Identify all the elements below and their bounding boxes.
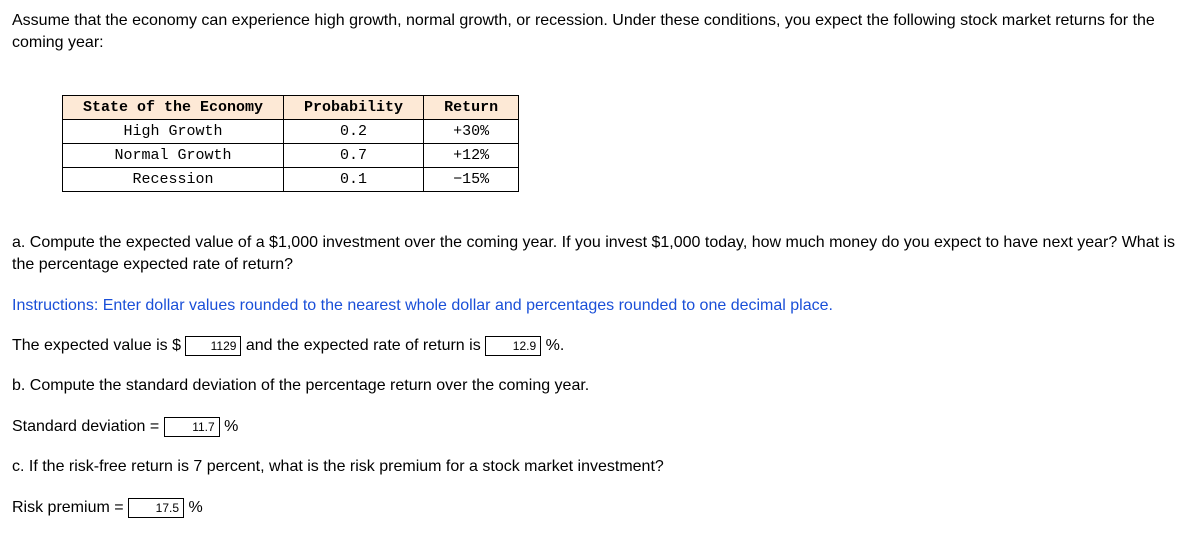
question-c: c. If the risk-free return is 7 percent,… — [12, 456, 1188, 478]
cell-prob: 0.2 — [284, 119, 424, 143]
expected-value-input[interactable]: 1129 — [185, 336, 241, 356]
cell-return: +30% — [424, 119, 519, 143]
answer-b-pre: Standard deviation = — [12, 418, 164, 435]
instructions-label: Instructions: — [12, 297, 98, 314]
cell-prob: 0.1 — [284, 167, 424, 191]
answer-c-post: % — [184, 499, 203, 516]
table-header-row: State of the Economy Probability Return — [63, 95, 519, 119]
answer-b-post: % — [220, 418, 239, 435]
returns-table: State of the Economy Probability Return … — [62, 95, 519, 192]
question-a: a. Compute the expected value of a $1,00… — [12, 232, 1188, 277]
std-dev-input[interactable]: 11.7 — [164, 417, 220, 437]
col-header-state: State of the Economy — [63, 95, 284, 119]
answer-a-mid: and the expected rate of return is — [241, 337, 485, 354]
answer-b-line: Standard deviation = 11.7 % — [12, 416, 1188, 438]
answer-a-pre1: The expected value is $ — [12, 337, 185, 354]
cell-state: Normal Growth — [63, 143, 284, 167]
risk-premium-input[interactable]: 17.5 — [128, 498, 184, 518]
cell-return: +12% — [424, 143, 519, 167]
col-header-return: Return — [424, 95, 519, 119]
expected-return-input[interactable]: 12.9 — [485, 336, 541, 356]
instructions: Instructions: Enter dollar values rounde… — [12, 295, 1188, 317]
answer-c-line: Risk premium = 17.5 % — [12, 497, 1188, 519]
cell-state: High Growth — [63, 119, 284, 143]
answer-c-pre: Risk premium = — [12, 499, 128, 516]
answer-a-post: %. — [541, 337, 564, 354]
answer-a-line: The expected value is $ 1129 and the exp… — [12, 335, 1188, 357]
table-row: Recession 0.1 −15% — [63, 167, 519, 191]
col-header-prob: Probability — [284, 95, 424, 119]
cell-state: Recession — [63, 167, 284, 191]
instructions-text: Enter dollar values rounded to the neare… — [98, 297, 833, 314]
intro-text: Assume that the economy can experience h… — [12, 10, 1188, 55]
cell-return: −15% — [424, 167, 519, 191]
table-row: Normal Growth 0.7 +12% — [63, 143, 519, 167]
table-row: High Growth 0.2 +30% — [63, 119, 519, 143]
cell-prob: 0.7 — [284, 143, 424, 167]
question-b: b. Compute the standard deviation of the… — [12, 375, 1188, 397]
